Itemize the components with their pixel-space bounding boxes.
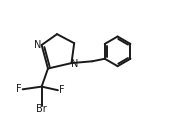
Text: F: F xyxy=(16,84,21,94)
Text: N: N xyxy=(34,40,41,50)
Text: Br: Br xyxy=(36,104,47,114)
Text: F: F xyxy=(59,85,65,95)
Text: N: N xyxy=(71,59,78,69)
